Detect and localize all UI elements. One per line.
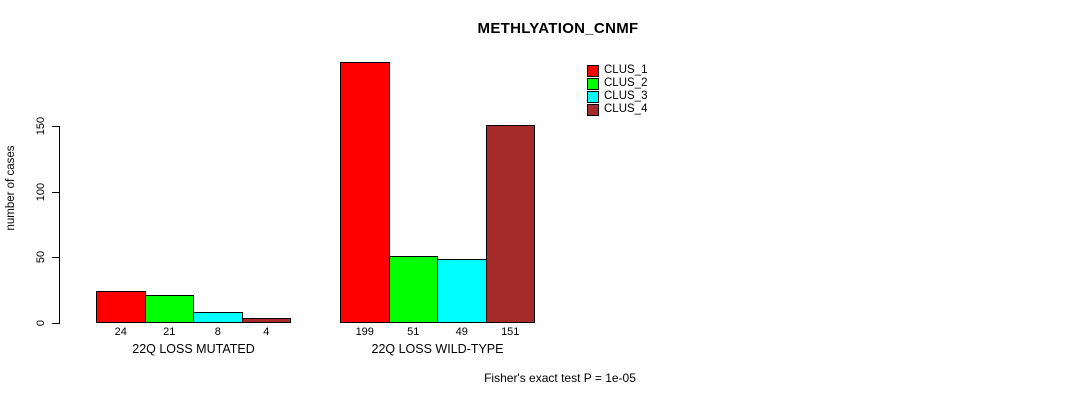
legend-item: CLUS_1 bbox=[587, 64, 647, 77]
y-tick-label: 0 bbox=[35, 319, 47, 327]
legend-swatch-icon bbox=[587, 77, 599, 90]
y-tick-mark bbox=[52, 323, 59, 324]
bar-clus_2-group1 bbox=[144, 295, 194, 323]
legend-label: CLUS_4 bbox=[604, 103, 648, 115]
legend-swatch-icon bbox=[587, 90, 599, 103]
legend-label: CLUS_1 bbox=[604, 64, 648, 76]
y-tick-mark bbox=[52, 192, 59, 193]
bar-value-label: 24 bbox=[114, 326, 127, 338]
legend-item: CLUS_3 bbox=[587, 90, 647, 103]
legend: CLUS_1 CLUS_2 CLUS_3 CLUS_4 bbox=[587, 64, 647, 116]
y-tick-mark bbox=[52, 257, 59, 258]
bar-clus_1-group2 bbox=[340, 61, 390, 323]
legend-swatch-icon bbox=[587, 103, 599, 116]
legend-item: CLUS_2 bbox=[587, 77, 647, 90]
y-axis-line bbox=[59, 126, 60, 324]
bar-clus_4-group2 bbox=[485, 124, 535, 323]
bar-value-label: 8 bbox=[214, 326, 221, 338]
bar-clus_3-group1 bbox=[193, 312, 243, 323]
y-tick-label: 100 bbox=[35, 182, 47, 202]
legend-label: CLUS_3 bbox=[604, 90, 648, 102]
y-tick-label: 50 bbox=[35, 250, 47, 264]
bar-clus_2-group2 bbox=[388, 256, 438, 323]
legend-label: CLUS_2 bbox=[604, 77, 648, 89]
legend-swatch-icon bbox=[587, 64, 599, 77]
legend-item: CLUS_4 bbox=[587, 103, 647, 116]
chart-title: METHLYATION_CNMF bbox=[477, 20, 639, 37]
y-tick-label: 150 bbox=[35, 116, 47, 136]
y-axis-label: number of cases bbox=[5, 145, 17, 231]
bar-value-label: 21 bbox=[163, 326, 176, 338]
bar-value-label: 4 bbox=[263, 326, 270, 338]
annotation-text: Fisher's exact test P = 1e-05 bbox=[484, 371, 636, 385]
bar-clus_1-group1 bbox=[96, 291, 146, 323]
bar-clus_3-group2 bbox=[437, 258, 487, 323]
bar-value-label: 49 bbox=[455, 326, 468, 338]
y-tick-mark bbox=[52, 126, 59, 127]
bar-value-label: 199 bbox=[355, 326, 374, 338]
bar-clus_4-group1 bbox=[241, 317, 291, 323]
category-label: 22Q LOSS MUTATED bbox=[132, 342, 255, 356]
bar-value-label: 151 bbox=[501, 326, 520, 338]
category-label: 22Q LOSS WILD-TYPE bbox=[371, 342, 504, 356]
bar-value-label: 51 bbox=[407, 326, 420, 338]
